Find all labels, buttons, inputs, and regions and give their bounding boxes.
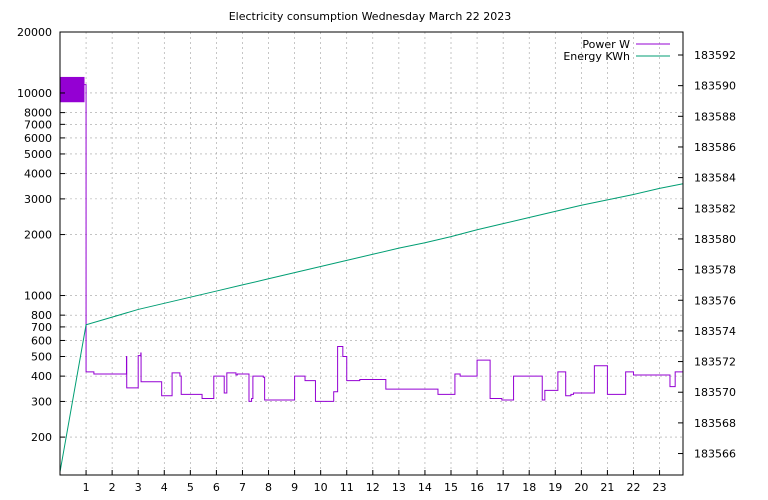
y-right-tick-label: 183590 [694,80,736,93]
x-tick-label: 8 [265,481,272,494]
y-right-tick-label: 183582 [694,202,736,215]
x-tick-label: 10 [314,481,328,494]
x-tick-label: 17 [496,481,510,494]
x-tick-label: 18 [522,481,536,494]
y-right-tick-label: 183574 [694,325,736,338]
y-right-tick-label: 183592 [694,49,736,62]
legend-label: Energy KWh [563,50,630,63]
y-right-tick-label: 183586 [694,141,736,154]
x-tick-label: 5 [187,481,194,494]
x-tick-label: 14 [418,481,432,494]
y-left-tick-label: 20000 [17,26,52,39]
y-right-tick-label: 183570 [694,386,736,399]
y-right-tick-label: 183568 [694,417,736,430]
y-right-tick-label: 183572 [694,356,736,369]
y-left-tick-label: 2000 [24,229,52,242]
y-left-tick-label: 500 [31,351,52,364]
y-right-tick-label: 183576 [694,294,736,307]
x-tick-label: 3 [135,481,142,494]
series-layer [59,76,684,473]
x-tick-label: 22 [626,481,640,494]
y-left-tick-label: 400 [31,370,52,383]
x-tick-label: 20 [574,481,588,494]
y-right-tick-label: 183580 [694,233,736,246]
y-left-tick-label: 10000 [17,87,52,100]
chart-title: Electricity consumption Wednesday March … [229,10,512,23]
x-tick-label: 16 [470,481,484,494]
axis-ticks: 1 2 3 4 5 6 7 8 9 10 11 12 13 14 15 16 17 18 19 20 21 22 23200… [17,26,736,494]
x-tick-label: 4 [161,481,168,494]
x-tick-label: 21 [600,481,614,494]
series-line-power-w [60,84,683,402]
x-tick-label: 23 [653,481,667,494]
x-tick-label: 6 [213,481,220,494]
legend-label: Power W [582,38,630,51]
y-left-tick-label: 3000 [24,193,52,206]
power-high-band [60,76,85,103]
x-tick-label: 19 [548,481,562,494]
y-right-tick-label: 183578 [694,264,736,277]
x-tick-label: 7 [239,481,246,494]
y-left-tick-label: 7000 [24,118,52,131]
y-right-tick-label: 183566 [694,448,736,461]
y-left-tick-label: 6000 [24,132,52,145]
y-left-tick-label: 600 [31,334,52,347]
grid-lines [60,32,683,475]
x-tick-label: 9 [291,481,298,494]
x-tick-label: 15 [444,481,458,494]
y-left-tick-label: 700 [31,321,52,334]
y-right-tick-label: 183588 [694,110,736,123]
y-left-tick-label: 300 [31,395,52,408]
y-right-tick-label: 183584 [694,172,736,185]
y-left-tick-label: 8000 [24,107,52,120]
y-left-tick-label: 1000 [24,290,52,303]
x-tick-label: 12 [366,481,380,494]
series-line-energy-kwh [59,183,684,473]
y-left-tick-label: 5000 [24,148,52,161]
y-left-tick-label: 800 [31,309,52,322]
x-tick-label: 2 [109,481,116,494]
x-tick-label: 13 [392,481,406,494]
y-left-tick-label: 200 [31,431,52,444]
x-tick-label: 11 [340,481,354,494]
y-left-tick-label: 4000 [24,168,52,181]
plot-frame [59,31,684,476]
x-tick-label: 1 [83,481,90,494]
